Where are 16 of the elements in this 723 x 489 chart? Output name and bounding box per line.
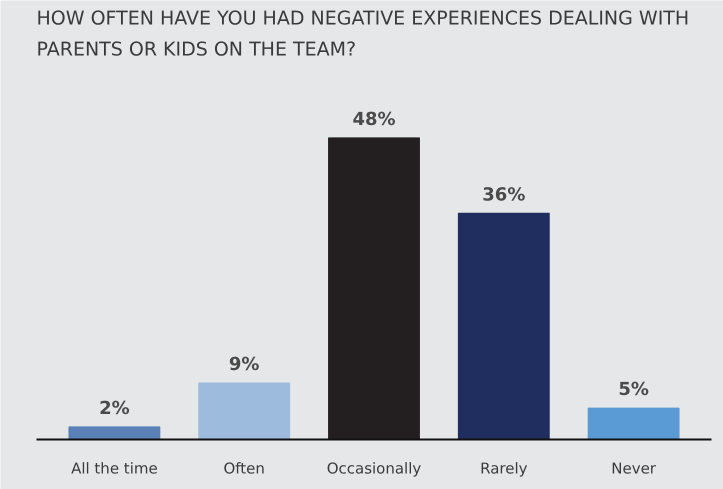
data-label: 2% (99, 398, 130, 419)
bar (68, 426, 160, 440)
x-tick-label: All the time (71, 460, 158, 478)
x-tick-label: Never (611, 460, 657, 478)
data-label: 48% (352, 108, 396, 130)
bar (198, 382, 290, 440)
data-label: 5% (618, 379, 649, 400)
chart-title: HOW OFTEN HAVE YOU HAD NEGATIVE EXPERIENCES DEALING WITH PARENTS OR KIDS ON THE TEAM? (36, 8, 690, 60)
bar (458, 212, 550, 440)
bar (328, 137, 420, 440)
x-tick-label: Occasionally (326, 460, 422, 478)
x-tick-label: Rarely (480, 460, 528, 478)
data-label: 9% (228, 354, 260, 375)
data-label: 36% (482, 184, 526, 206)
x-tick-label: Often (223, 460, 265, 478)
bar (588, 408, 680, 440)
